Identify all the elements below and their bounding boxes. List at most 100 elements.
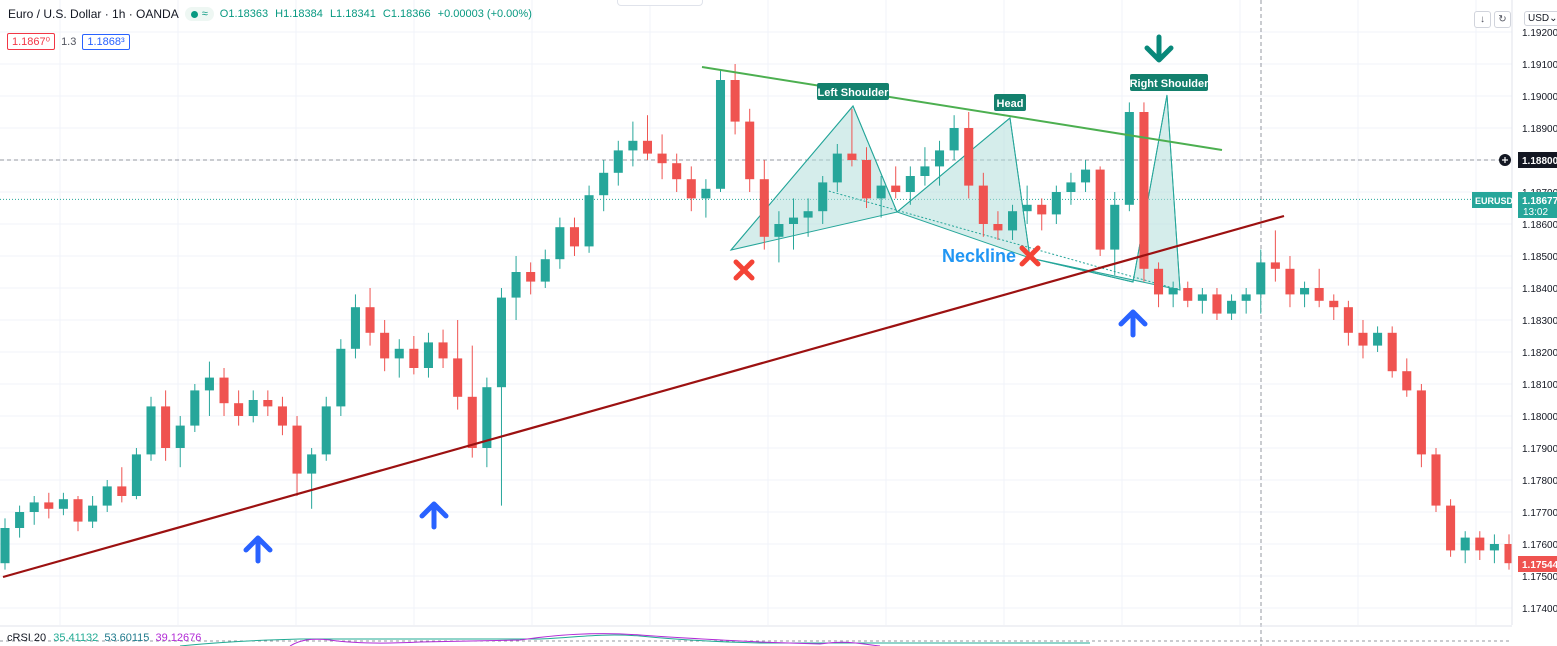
price-tick: 1.17800 — [1522, 476, 1557, 487]
candle-body — [1037, 204, 1047, 215]
red-x-icon — [1019, 245, 1041, 267]
reload-icon[interactable]: ↻ — [1494, 11, 1511, 28]
price-tick: 1.18100 — [1522, 380, 1557, 391]
candle-body — [1329, 300, 1339, 308]
price-bg — [1518, 192, 1557, 218]
currency-select[interactable]: USD⌄ — [1524, 11, 1557, 26]
candle-body — [117, 486, 127, 496]
candle-body — [307, 454, 317, 474]
price-tick: 1.18500 — [1522, 252, 1557, 263]
price-axis-bg — [1512, 0, 1557, 646]
price-tick: 1.17900 — [1522, 444, 1557, 455]
candle-body — [1475, 537, 1485, 551]
market-status-pill[interactable]: ≈ — [184, 7, 214, 21]
candle-body — [1183, 288, 1193, 301]
candle-body — [1343, 307, 1353, 333]
candle-body — [1110, 204, 1120, 250]
candle-body — [876, 185, 886, 199]
rsi-pane — [0, 625, 1512, 646]
candle-body — [1387, 332, 1397, 372]
chart-markers: Left Shoulder Head Right Shoulder Neckline — [243, 34, 1210, 564]
price-tick: 1.17600 — [1522, 540, 1557, 551]
price-tick: 1.17500 — [1522, 572, 1557, 583]
candle-body — [161, 406, 171, 448]
candle-body — [277, 406, 287, 426]
price-tick: 1.19200 — [1522, 28, 1557, 39]
rsi-name[interactable]: cRSI 20 — [7, 632, 47, 644]
candle-body — [672, 163, 682, 180]
label-text: Left Shoulder — [818, 87, 890, 99]
candle-body — [526, 272, 536, 282]
trend-lines[interactable] — [2, 66, 1285, 579]
neckline-label: Neckline — [942, 246, 1016, 266]
candle-body — [613, 150, 623, 173]
right-shoulder-label: Right Shoulder — [1130, 74, 1210, 91]
candle-body — [1256, 262, 1266, 295]
candle-body — [1373, 332, 1383, 346]
sell-price-button[interactable]: 1.1867⁰ — [7, 33, 56, 50]
candle-body — [511, 272, 521, 298]
symbol-text: EURUSD — [1475, 196, 1514, 206]
candle-body — [569, 227, 580, 247]
candle-body — [1139, 112, 1149, 269]
rsi-value-1: 35.41132 — [53, 632, 99, 644]
label-text: Right Shoulder — [1130, 78, 1210, 90]
candle-body — [102, 486, 112, 506]
ohlc-open: O1.18363 — [219, 8, 269, 20]
candle-body — [1051, 192, 1061, 215]
candle-body — [1168, 288, 1178, 295]
candle-body — [496, 297, 506, 388]
spread-value: 1.3 — [61, 35, 77, 48]
download-icon[interactable]: ↓ — [1474, 11, 1491, 28]
rsi-value-2: 53.60115 — [104, 632, 150, 644]
candle-body — [964, 128, 974, 186]
price-axis[interactable]: 1.192001.191001.190001.189001.188001.187… — [1472, 0, 1557, 646]
candle-body — [905, 176, 915, 192]
candle-body — [1212, 294, 1222, 314]
candle-body — [336, 348, 346, 407]
label-box — [994, 94, 1026, 111]
candlestick-series — [0, 64, 1514, 570]
candle-body — [934, 150, 945, 167]
red-x-icon — [733, 259, 755, 281]
rsi-upper-line — [289, 633, 881, 646]
candle-body — [1081, 169, 1091, 183]
candle-body — [759, 179, 769, 237]
candle-body — [584, 195, 594, 247]
candle-body — [1008, 211, 1018, 231]
candle-body — [321, 406, 331, 455]
candle-body — [190, 390, 200, 426]
price-tick: 1.18600 — [1522, 220, 1557, 231]
candle-body — [1402, 371, 1412, 391]
ohlc-high: H1.18384 — [275, 8, 323, 20]
rsi-value-3: 39.12676 — [155, 632, 202, 644]
candle-body — [818, 182, 828, 212]
candle-body — [263, 400, 273, 407]
candle-body — [1241, 294, 1251, 301]
label-bg — [1518, 152, 1557, 168]
candle-body — [1197, 294, 1207, 301]
candle-body — [73, 499, 83, 522]
crosshair-price-label: 1.18800 — [1518, 152, 1557, 168]
candle-body — [1314, 288, 1324, 301]
candle-body — [540, 259, 550, 282]
candle-body — [438, 342, 448, 359]
candle-body — [1124, 112, 1134, 205]
ohlc-readout: O1.18363 H1.18384 L1.18341 C1.18366 +0.0… — [220, 8, 536, 20]
candle-body — [58, 499, 68, 509]
candle-body — [774, 224, 784, 237]
candle-body — [847, 153, 857, 160]
symbol-title[interactable]: Euro / U.S. Dollar · 1h · OANDA — [8, 7, 179, 21]
candle-body — [1270, 262, 1280, 269]
blue-up-arrow-icon — [419, 501, 449, 530]
price-tick: 1.17700 — [1522, 508, 1557, 519]
candle-body — [642, 140, 653, 154]
label-box — [817, 83, 889, 100]
candle-body — [686, 179, 696, 199]
top-tab-handle[interactable] — [617, 0, 703, 6]
buy-price-button[interactable]: 1.1868³ — [82, 33, 130, 50]
candle-body — [803, 211, 813, 218]
candle-body — [730, 80, 740, 122]
